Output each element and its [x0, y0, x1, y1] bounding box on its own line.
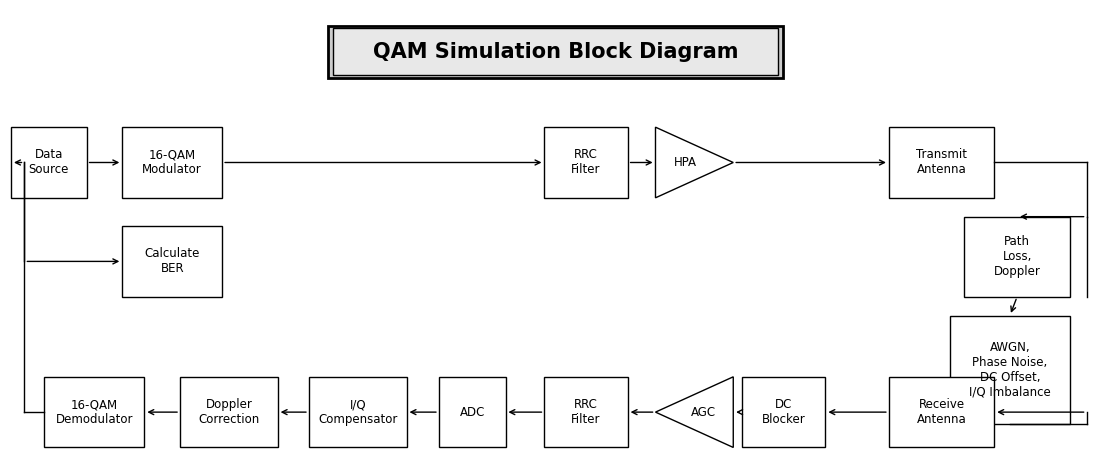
Text: QAM Simulation Block Diagram: QAM Simulation Block Diagram — [373, 42, 738, 62]
Bar — [309, 377, 407, 447]
Text: I/Q
Compensator: I/Q Compensator — [318, 398, 398, 426]
Bar — [333, 28, 778, 75]
Text: Doppler
Correction: Doppler Correction — [198, 398, 260, 426]
Bar — [44, 377, 144, 447]
Text: Receive
Antenna: Receive Antenna — [917, 398, 967, 426]
Text: DC
Blocker: DC Blocker — [762, 398, 805, 426]
Bar — [742, 377, 825, 447]
Bar — [439, 377, 506, 447]
Bar — [122, 226, 222, 297]
Bar — [544, 127, 628, 198]
Bar — [180, 377, 278, 447]
Bar — [889, 377, 994, 447]
Text: Data
Source: Data Source — [29, 148, 69, 177]
Bar — [889, 127, 994, 198]
Text: AGC: AGC — [691, 406, 717, 419]
Text: 16-QAM
Demodulator: 16-QAM Demodulator — [56, 398, 133, 426]
Text: AWGN,
Phase Noise,
DC Offset,
I/Q Imbalance: AWGN, Phase Noise, DC Offset, I/Q Imbala… — [969, 341, 1051, 399]
Polygon shape — [655, 377, 733, 447]
Bar — [11, 127, 87, 198]
Text: Path
Loss,
Doppler: Path Loss, Doppler — [993, 235, 1041, 278]
Text: ADC: ADC — [460, 406, 484, 419]
Text: 16-QAM
Modulator: 16-QAM Modulator — [142, 148, 202, 177]
Text: Transmit
Antenna: Transmit Antenna — [917, 148, 967, 177]
Text: HPA: HPA — [673, 156, 697, 169]
Bar — [122, 127, 222, 198]
Bar — [328, 26, 783, 78]
Text: RRC
Filter: RRC Filter — [571, 398, 601, 426]
Bar — [964, 217, 1070, 297]
Polygon shape — [655, 127, 733, 198]
Text: RRC
Filter: RRC Filter — [571, 148, 601, 177]
Bar — [950, 316, 1070, 424]
Text: Calculate
BER: Calculate BER — [144, 247, 200, 276]
Bar — [544, 377, 628, 447]
